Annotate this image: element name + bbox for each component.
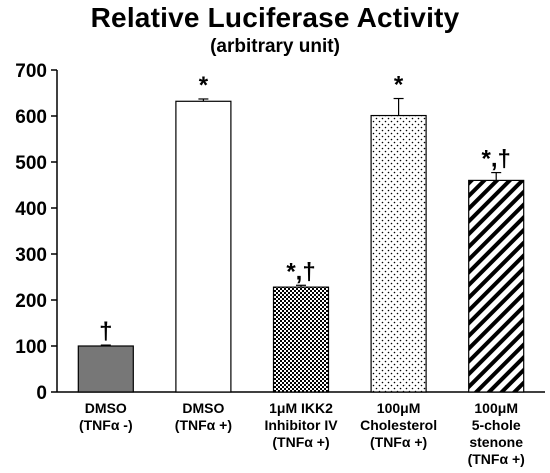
y-tick-label: 600 <box>15 107 47 128</box>
significance-label: *,† <box>482 146 511 173</box>
y-tick-label: 200 <box>15 291 47 312</box>
significance-label: * <box>199 72 209 99</box>
chart-title: Relative Luciferase Activity <box>90 2 460 33</box>
significance-label: † <box>99 318 112 345</box>
bar <box>468 179 525 393</box>
x-tick-label: 1μM IKK2 Inhibitor IV (TNFα +) <box>264 400 338 450</box>
bar <box>370 114 427 393</box>
chart-subtitle: (arbitrary unit) <box>210 36 340 57</box>
x-tick-label: 100μM Cholesterol (TNFα +) <box>360 400 437 450</box>
y-tick-label: 300 <box>15 245 47 266</box>
x-tick-label: 100μM 5-chole stenone (TNFα +) <box>468 400 525 467</box>
bar <box>175 100 232 393</box>
y-tick-label: 0 <box>36 383 47 404</box>
x-tick-label: DMSO (TNFα +) <box>175 400 232 433</box>
y-tick-label: 100 <box>15 337 47 358</box>
y-tick-label: 500 <box>15 153 47 174</box>
bar <box>272 286 330 393</box>
x-tick-label: DMSO (TNFα -) <box>79 400 133 433</box>
bar <box>77 345 134 393</box>
significance-label: * <box>394 72 404 99</box>
y-tick-label: 400 <box>15 199 47 220</box>
y-tick-label: 700 <box>15 61 47 82</box>
significance-label: *,† <box>286 258 315 285</box>
